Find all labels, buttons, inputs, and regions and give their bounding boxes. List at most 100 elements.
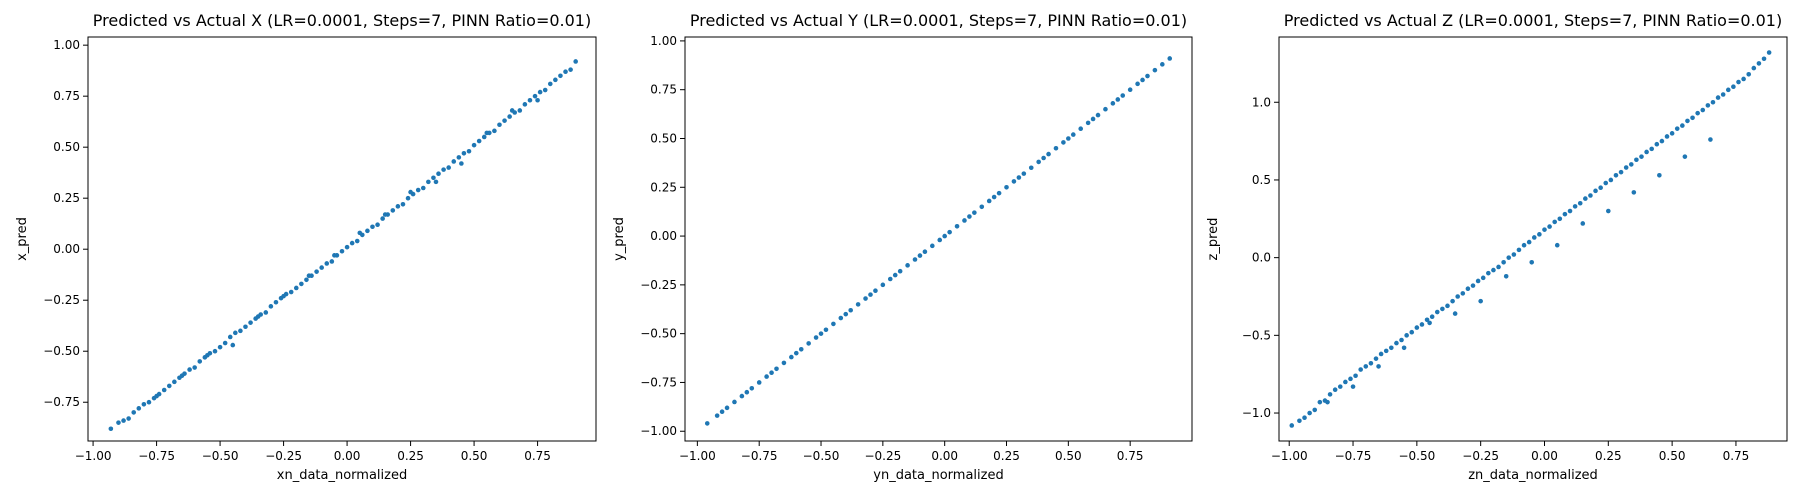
data-point xyxy=(1145,73,1150,79)
data-point xyxy=(1401,345,1407,351)
data-point xyxy=(1562,211,1568,217)
data-point xyxy=(880,282,886,288)
data-point xyxy=(739,393,745,399)
data-point xyxy=(823,327,829,333)
data-point xyxy=(522,102,528,107)
data-point xyxy=(558,73,563,79)
data-point xyxy=(1664,134,1670,139)
data-point xyxy=(1475,278,1481,284)
x-tick-label: −0.25 xyxy=(265,449,302,463)
data-point xyxy=(542,87,548,93)
data-point xyxy=(1649,146,1654,152)
y-tick-label: 0.00 xyxy=(650,229,677,243)
data-point xyxy=(1491,267,1496,273)
data-point xyxy=(1639,154,1644,159)
data-point xyxy=(1090,116,1096,122)
data-point xyxy=(1736,79,1741,85)
data-point xyxy=(441,167,446,172)
data-point xyxy=(324,261,330,266)
x-tick-label: 0.00 xyxy=(334,449,361,463)
y-tick-label: −0.75 xyxy=(640,375,677,389)
data-point xyxy=(1526,239,1532,245)
data-point xyxy=(466,148,472,154)
y-tick-label: −0.75 xyxy=(43,395,80,409)
data-point xyxy=(365,228,370,234)
data-point xyxy=(1511,252,1517,257)
data-point xyxy=(1766,50,1772,55)
data-point xyxy=(1557,216,1563,222)
data-point xyxy=(1623,165,1629,170)
y-tick-label: 0.00 xyxy=(53,242,80,256)
data-point xyxy=(798,346,804,352)
y-tick-label: 0.25 xyxy=(53,191,80,205)
data-point xyxy=(1404,333,1409,338)
data-point xyxy=(764,374,769,379)
data-point xyxy=(972,210,977,215)
data-point xyxy=(873,288,878,294)
data-point xyxy=(255,314,261,319)
x-tick-label: −0.50 xyxy=(803,449,840,463)
data-point xyxy=(108,426,114,432)
y-tick-label: 0.75 xyxy=(53,89,80,103)
data-point xyxy=(1567,208,1573,214)
data-point xyxy=(1327,392,1333,397)
data-point xyxy=(1061,140,1066,145)
data-point xyxy=(1140,77,1145,83)
data-point xyxy=(344,244,350,250)
chart-title-z: Predicted vs Actual Z (LR=0.0001, Steps=… xyxy=(1284,11,1782,30)
data-point xyxy=(507,114,512,119)
data-point xyxy=(451,159,457,164)
data-point xyxy=(714,413,720,418)
data-point xyxy=(1350,384,1356,389)
data-point xyxy=(1674,126,1680,131)
data-point xyxy=(405,195,411,201)
data-point xyxy=(197,359,203,364)
x-tick-label: 0.50 xyxy=(461,449,488,463)
data-point xyxy=(217,344,223,350)
y-axis-label-y: y_pred xyxy=(612,217,627,261)
points-x xyxy=(108,59,578,432)
y-tick-label: −0.25 xyxy=(640,278,677,292)
data-point xyxy=(1588,193,1593,198)
data-point xyxy=(446,165,451,170)
data-point xyxy=(1152,67,1158,73)
data-point xyxy=(1307,410,1312,416)
data-point xyxy=(1554,242,1560,248)
data-point xyxy=(1085,120,1091,126)
data-point xyxy=(476,138,482,144)
data-point xyxy=(459,161,464,166)
data-point xyxy=(1312,407,1318,413)
data-point xyxy=(248,320,253,325)
data-point xyxy=(420,185,426,191)
data-point xyxy=(154,393,159,399)
x-tick-label: 0.75 xyxy=(1117,449,1144,463)
data-point xyxy=(268,304,274,309)
data-point xyxy=(1547,224,1552,229)
data-point xyxy=(1746,71,1752,77)
data-point xyxy=(1078,126,1084,132)
data-point xyxy=(1531,235,1537,240)
data-point xyxy=(1478,298,1483,304)
data-point xyxy=(704,421,710,426)
data-point xyxy=(293,285,299,291)
data-point xyxy=(937,237,943,243)
data-point xyxy=(126,416,131,421)
x-tick-label: −1.00 xyxy=(1271,449,1308,463)
data-point xyxy=(1167,56,1173,61)
data-point xyxy=(461,151,467,156)
data-point xyxy=(532,93,538,99)
data-point xyxy=(212,348,218,354)
y-tick-label: −1.00 xyxy=(640,424,677,438)
data-point xyxy=(354,238,360,244)
data-point xyxy=(1657,172,1662,178)
data-point xyxy=(1460,291,1466,296)
y-tick-label: 1.00 xyxy=(53,38,80,52)
data-point xyxy=(1654,141,1660,147)
data-point xyxy=(1332,387,1338,393)
data-point xyxy=(912,257,918,262)
data-point xyxy=(395,204,401,209)
data-point xyxy=(818,331,824,336)
data-point xyxy=(547,81,553,87)
data-point xyxy=(1682,154,1688,159)
data-point xyxy=(380,216,385,221)
